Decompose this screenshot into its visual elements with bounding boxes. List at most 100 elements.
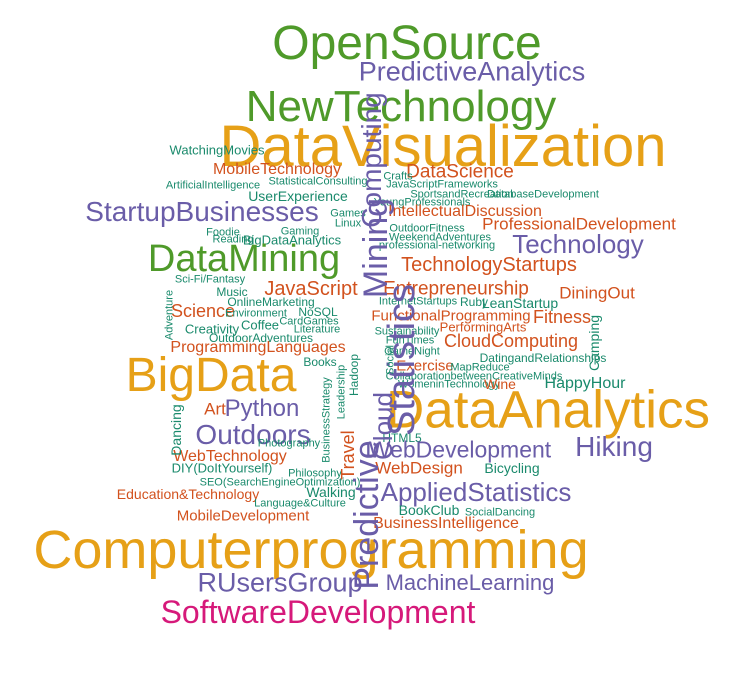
word-cloud: Cloud [368, 392, 398, 460]
word-reading: Reading [212, 233, 254, 246]
word-leanstartup: LeanStartup [481, 295, 559, 311]
word-dancing: Dancing [168, 404, 184, 456]
word-wine: Wine [484, 376, 516, 392]
word-newtechnology: NewTechnology [245, 82, 557, 131]
word-programminglanguages: ProgrammingLanguages [170, 339, 346, 356]
word-creativity: Creativity [184, 321, 240, 337]
word-entrepreneurship: Entrepreneurship [383, 278, 529, 300]
word-womenintechnology: WomeninTechnology [398, 378, 500, 391]
word-javascript: JavaScript [264, 278, 358, 300]
word-datingandrelationships: DatingandRelationships [479, 351, 607, 365]
word-startupbusinesses: StartupBusinesses [85, 196, 319, 227]
word-cardgames: CardGames [279, 315, 339, 328]
word-predictiveanalytics: PredictiveAnalytics [358, 56, 586, 87]
word-gamenight: GameNight [384, 345, 440, 358]
word-linux: Linux [334, 217, 362, 230]
word-gaming: Gaming [280, 225, 320, 238]
word-machinelearning: MachineLearning [385, 570, 555, 595]
word-webtechnology: WebTechnology [173, 448, 287, 465]
word-internetstartups: InternetStartups [378, 295, 458, 308]
word-userexperience: UserExperience [248, 188, 348, 204]
word-functionalprogramming: FunctionalProgramming [371, 307, 531, 325]
word-mapreduce: MapReduce [450, 361, 510, 374]
word-dataanalytics: DataAnalytics [385, 380, 711, 440]
word-mobiletechnology: MobileTechnology [212, 161, 342, 178]
word-rusersgroup: RUsersGroup [197, 567, 363, 598]
word-cloudcomputing: CloudComputing [443, 331, 579, 351]
word-html5: HTML5 [382, 431, 422, 445]
word-walking: Walking [306, 484, 356, 500]
word-artificialintelligence: ArtificialIntelligence [165, 179, 261, 192]
word-collaborationbetweencreativeminds: CollaborationbetweenCreativeMinds [385, 370, 563, 383]
word-softwaredevelopment: SoftwareDevelopment [160, 594, 476, 630]
word-appliedstatistics: AppliedStatistics [380, 477, 572, 507]
word-sportsandrecreation: SportsandRecreation [410, 188, 514, 201]
word-ruby: Ruby [459, 295, 489, 309]
word-weekendadventures: WeekendAdventures [389, 231, 491, 244]
word-computing: Computing [356, 92, 387, 228]
word-intellectualdiscussion: IntellectualDiscussion [388, 203, 542, 220]
word-python: Python [224, 395, 300, 422]
word-webdesign: WebDesign [375, 458, 463, 478]
word-exercise: Exercise [396, 357, 454, 375]
word-predictive: Predictive [348, 440, 386, 590]
word-foodie: Foodie [206, 226, 240, 239]
word-fitness: Fitness [532, 307, 592, 327]
word-hiking: Hiking [575, 431, 653, 462]
word-technologystartups: TechnologyStartups [401, 254, 577, 276]
word-databasedevelopment: DatabaseDevelopment [487, 188, 599, 201]
word-computerprogramming: Computerprogramming [33, 520, 589, 580]
word-datavisualization: DataVisualization [219, 114, 667, 179]
word-statisticalconsulting: StatisticalConsulting [268, 175, 368, 188]
word-diningout: DiningOut [559, 283, 635, 303]
word-businessstrategy: BusinessStrategy [320, 377, 333, 463]
word-science: Science [170, 301, 236, 321]
word-art: Art [204, 399, 226, 419]
word-onlinemarketing: OnlineMarketing [227, 295, 315, 309]
word-datamining: DataMining [147, 238, 341, 280]
word-literature: Literature [293, 323, 341, 336]
word-businessintelligence: BusinessIntelligence [373, 515, 519, 532]
word-leadership: Leadership [335, 364, 348, 420]
word-outdoorfitness: OutdoorFitness [389, 222, 465, 235]
word-javascriptframeworks: JavaScriptFrameworks [386, 178, 498, 191]
word-outdoors: Outdoors [195, 419, 311, 450]
word-performingarts: PerformingArts [439, 319, 527, 335]
word-philosophy: Philosophy [288, 467, 342, 480]
word-music: Music [216, 285, 248, 299]
word-datascience: DataScience [406, 161, 514, 183]
word-happyhour: HappyHour [544, 375, 626, 392]
word-diy-doityourself: DIY(DoItYourself) [171, 460, 273, 476]
word-sustainability: Sustainability [374, 325, 440, 338]
word-education-technology: Education&Technology [116, 486, 260, 502]
word-mobiledevelopment: MobileDevelopment [176, 507, 310, 525]
word-professional-networking: professional-networking [378, 239, 496, 252]
word-professionaldevelopment: ProfessionalDevelopment [482, 214, 676, 234]
word-funtimes: FunTimes [385, 334, 435, 347]
word-language-culture: Language&Culture [254, 497, 346, 510]
word-youngprofessionals: YoungProfessionals [373, 196, 471, 209]
word-bookclub: BookClub [398, 502, 460, 518]
word-opensource: OpenSource [272, 17, 542, 70]
word-socialdancing: SocialDancing [464, 506, 536, 519]
word-coffee: Coffee [240, 317, 280, 333]
word-seo-searchengineoptimization: SEO(SearchEngineOptimization) [199, 476, 361, 489]
word-adventure: Adventure [163, 289, 176, 341]
word-watchingmovies: WatchingMovies [169, 142, 265, 158]
word-sci-fi-fantasy: Sci-Fi/Fantasy [174, 273, 246, 286]
word-bigdata: BigData [125, 349, 297, 402]
word-bigdataanalytics: BigDataAnalytics [242, 232, 342, 248]
word-nosql: NoSQL [298, 305, 338, 319]
word-outdooradventures: OutdoorAdventures [208, 331, 314, 345]
word-books: Books [303, 355, 337, 369]
word-camping: Camping [586, 314, 602, 372]
word-bicycling: Bicycling [484, 460, 540, 476]
word-hadoop: Hadoop [347, 353, 361, 397]
word-social: Social [384, 345, 397, 375]
word-photography: Photography [257, 437, 321, 450]
word-environment: Environment [225, 307, 287, 320]
word-crafts: Crafts [383, 170, 413, 183]
word-games: Games [330, 207, 366, 220]
word-technology: Technology [512, 229, 644, 259]
